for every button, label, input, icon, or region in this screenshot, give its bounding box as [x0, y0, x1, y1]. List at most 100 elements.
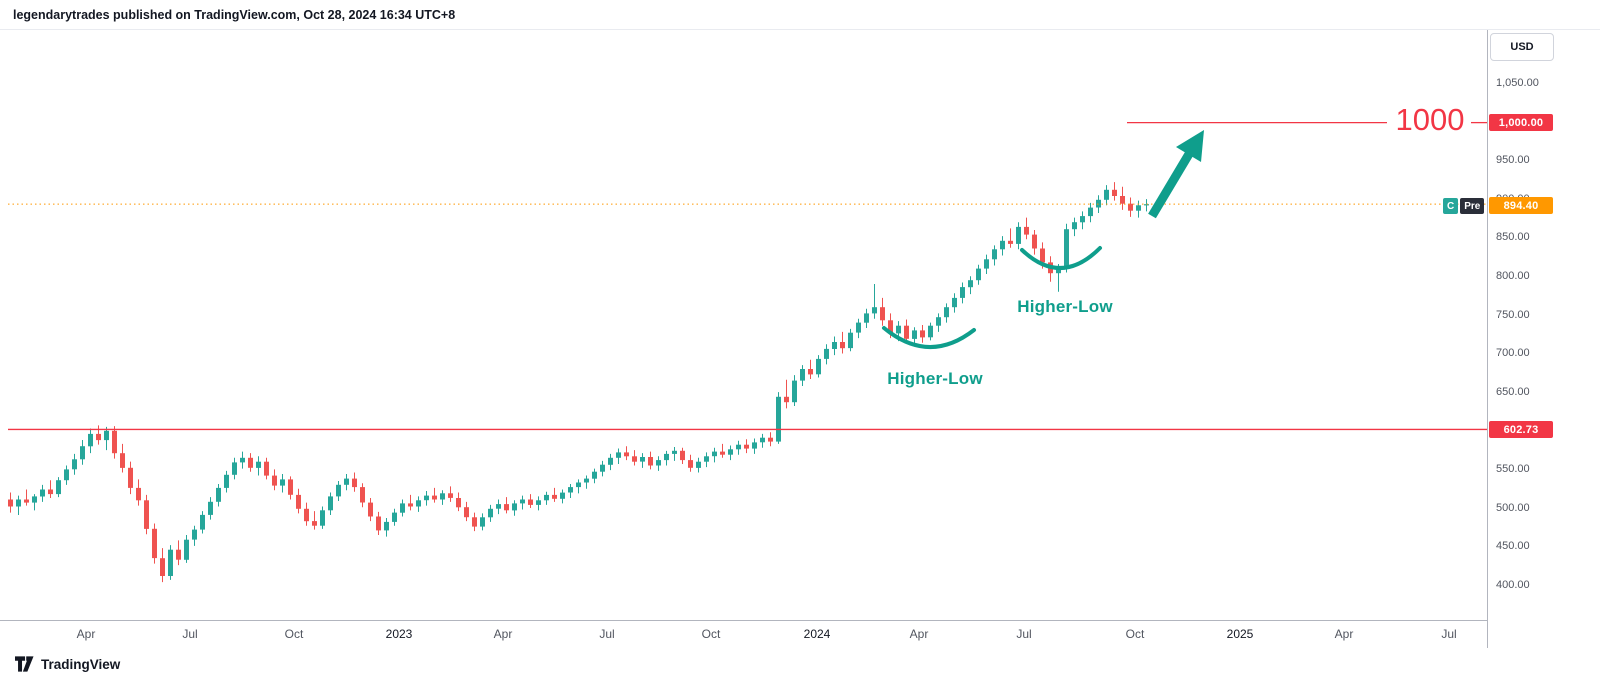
candle[interactable] — [200, 514, 205, 530]
candle[interactable] — [672, 450, 677, 454]
candle[interactable] — [520, 499, 525, 504]
candle[interactable] — [512, 503, 517, 511]
candle[interactable] — [280, 479, 285, 486]
candle[interactable] — [312, 521, 317, 526]
candle[interactable] — [208, 501, 213, 515]
candle[interactable] — [952, 297, 957, 308]
candle[interactable] — [336, 484, 341, 497]
candle[interactable] — [184, 539, 189, 560]
candle[interactable] — [256, 461, 261, 468]
candle[interactable] — [912, 330, 917, 339]
candle[interactable] — [696, 461, 701, 468]
candle[interactable] — [288, 479, 293, 495]
candle[interactable] — [1040, 248, 1045, 263]
candle[interactable] — [840, 342, 845, 349]
candle[interactable] — [448, 493, 453, 498]
candle[interactable] — [744, 444, 749, 449]
candle[interactable] — [784, 396, 789, 403]
candle[interactable] — [1024, 226, 1029, 235]
candle[interactable] — [192, 529, 197, 540]
candle[interactable] — [320, 510, 325, 526]
candle[interactable] — [528, 499, 533, 505]
candle[interactable] — [216, 487, 221, 502]
candle[interactable] — [56, 480, 61, 495]
candle[interactable] — [792, 380, 797, 403]
candle[interactable] — [720, 451, 725, 455]
candle[interactable] — [1016, 226, 1021, 244]
candle[interactable] — [536, 500, 541, 505]
candle[interactable] — [304, 508, 309, 522]
candle[interactable] — [704, 456, 709, 462]
candle[interactable] — [24, 499, 29, 503]
candle[interactable] — [80, 446, 85, 460]
candle[interactable] — [872, 307, 877, 314]
candle[interactable] — [736, 444, 741, 450]
candle[interactable] — [496, 504, 501, 509]
candle[interactable] — [1032, 234, 1037, 249]
higher-low-annotation-2[interactable]: Higher-Low — [1017, 297, 1113, 316]
candle[interactable] — [328, 496, 333, 511]
candle[interactable] — [992, 249, 997, 260]
higher-low-annotation-1[interactable]: Higher-Low — [887, 369, 983, 388]
candle[interactable] — [248, 457, 253, 468]
candle[interactable] — [944, 307, 949, 318]
candle[interactable] — [928, 325, 933, 338]
session-pre-chip[interactable]: Pre — [1460, 198, 1485, 214]
candle[interactable] — [1096, 199, 1101, 208]
candle[interactable] — [368, 502, 373, 517]
candle[interactable] — [1136, 205, 1141, 211]
candle[interactable] — [472, 517, 477, 527]
candle[interactable] — [728, 449, 733, 455]
candle[interactable] — [384, 521, 389, 531]
candle[interactable] — [968, 280, 973, 288]
candle[interactable] — [264, 461, 269, 476]
candle[interactable] — [656, 460, 661, 466]
candle[interactable] — [808, 369, 813, 375]
candle[interactable] — [504, 504, 509, 511]
candle[interactable] — [560, 492, 565, 499]
candle[interactable] — [960, 287, 965, 298]
candle[interactable] — [584, 478, 589, 483]
candle[interactable] — [1064, 229, 1069, 269]
candle[interactable] — [896, 325, 901, 334]
candle[interactable] — [464, 507, 469, 518]
candle[interactable] — [88, 433, 93, 447]
candle[interactable] — [1120, 196, 1125, 204]
candle[interactable] — [16, 499, 21, 507]
candle[interactable] — [664, 453, 669, 461]
candle[interactable] — [904, 325, 909, 339]
candle[interactable] — [848, 332, 853, 349]
candle[interactable] — [272, 475, 277, 486]
candle[interactable] — [608, 457, 613, 465]
tradingview-logo-icon[interactable] — [15, 656, 34, 673]
candle[interactable] — [880, 307, 885, 321]
candle[interactable] — [856, 322, 861, 333]
candle[interactable] — [352, 478, 357, 488]
candle[interactable] — [176, 549, 181, 560]
candle[interactable] — [632, 456, 637, 462]
candle[interactable] — [104, 430, 109, 441]
candle[interactable] — [120, 453, 125, 468]
candle[interactable] — [544, 494, 549, 501]
candle[interactable] — [936, 317, 941, 326]
candle[interactable] — [768, 437, 773, 442]
candle[interactable] — [72, 459, 77, 470]
higher-low-arc-1[interactable] — [882, 326, 976, 349]
candle[interactable] — [8, 499, 13, 507]
candle[interactable] — [864, 313, 869, 323]
author-name[interactable]: legendarytrades — [13, 8, 110, 22]
candle[interactable] — [1088, 207, 1093, 217]
candle[interactable] — [344, 478, 349, 485]
candle[interactable] — [984, 259, 989, 269]
candle[interactable] — [400, 503, 405, 513]
candle[interactable] — [1080, 216, 1085, 223]
candle[interactable] — [296, 494, 301, 509]
candle[interactable] — [760, 437, 765, 443]
candle[interactable] — [712, 451, 717, 457]
candle[interactable] — [160, 558, 165, 576]
session-c-chip[interactable]: C — [1443, 198, 1459, 214]
candle[interactable] — [776, 396, 781, 442]
candle[interactable] — [888, 320, 893, 334]
candle[interactable] — [592, 471, 597, 479]
